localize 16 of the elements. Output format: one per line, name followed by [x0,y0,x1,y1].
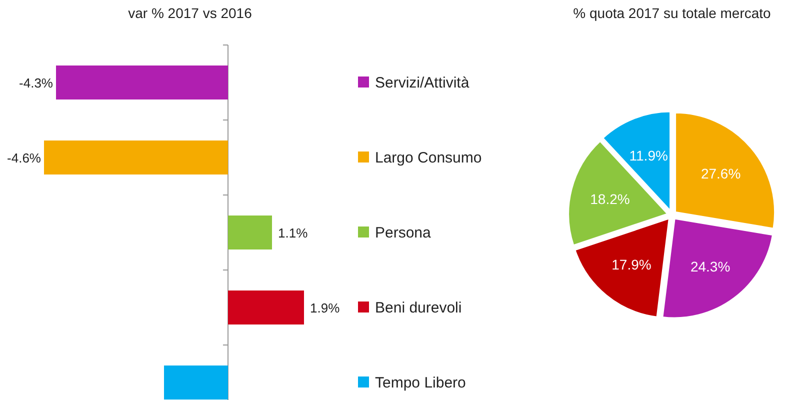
y-tick-label: Servizi/Attività [375,74,470,92]
data-label: 1.1% [278,226,308,240]
chart-title: var % 2017 vs 2016 [128,5,252,21]
y-tick-label: Largo Consumo [375,150,482,166]
data-label: 17.9% [612,256,652,273]
data-label: 18.2% [590,191,630,208]
y-tick-label: Tempo Libero [375,374,466,392]
y-tick-label: Beni durevoli [375,300,462,316]
data-label: 27.6% [700,166,741,182]
data-label: 11.9% [629,147,668,164]
data-label: 24.3% [690,258,730,274]
data-label: -4.6% [7,150,42,166]
data-label: -4.3% [19,76,54,90]
chart-title: % quota 2017 su totale mercato [573,5,772,21]
y-tick-label: Persona [375,224,432,242]
data-label: 1.9% [310,300,340,316]
